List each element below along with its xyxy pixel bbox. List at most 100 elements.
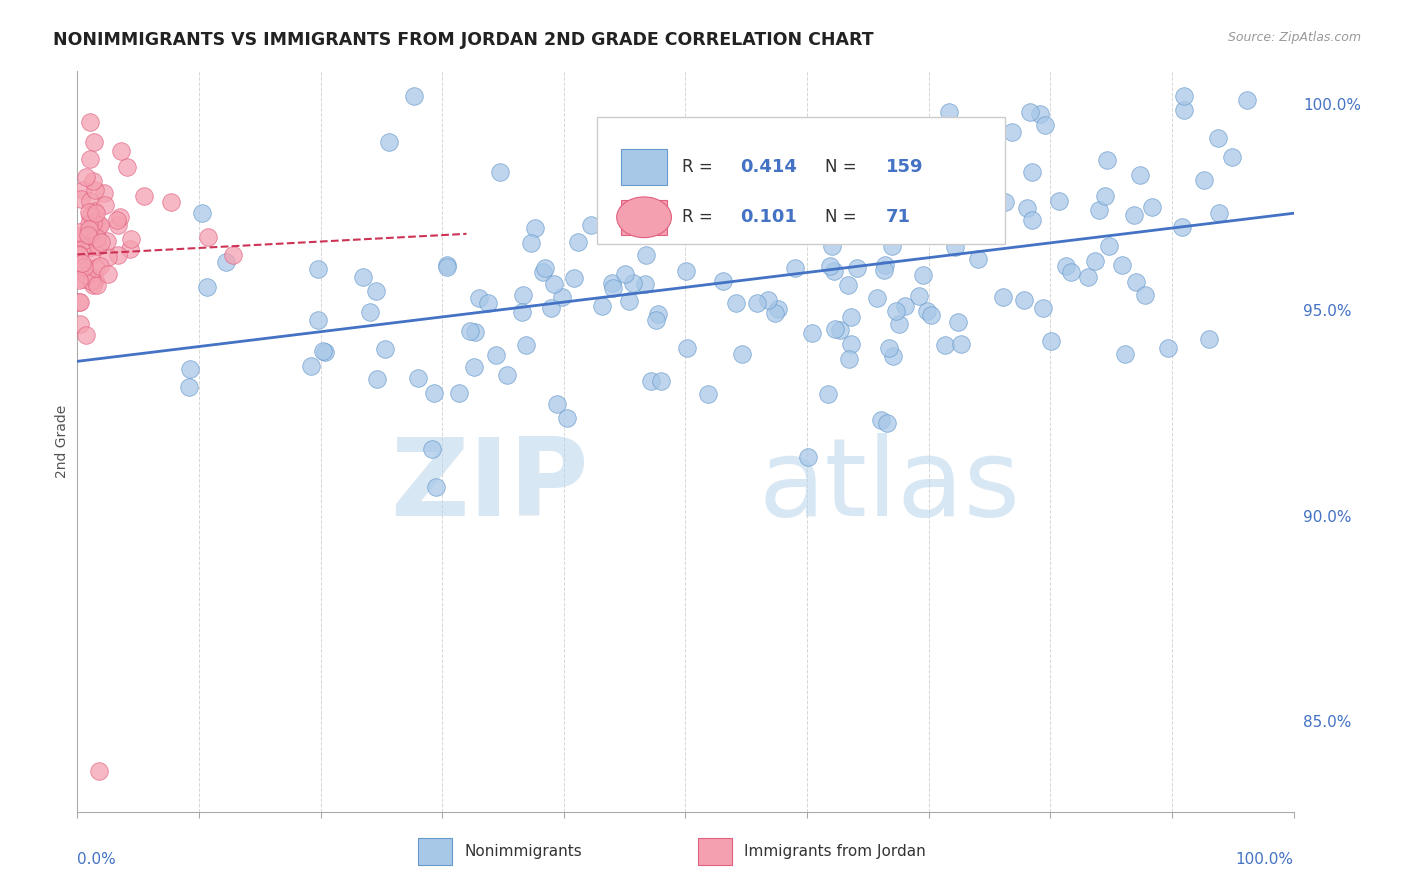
Point <box>496 368 519 382</box>
Point <box>952 171 974 186</box>
Point <box>84 216 107 230</box>
Point <box>880 239 903 253</box>
Point <box>79 194 101 208</box>
Point <box>540 301 562 315</box>
Point <box>87 219 110 233</box>
Point <box>83 213 105 227</box>
Point <box>877 341 900 355</box>
Point <box>875 259 897 273</box>
Point <box>179 361 201 376</box>
Point <box>307 313 329 327</box>
Point <box>84 273 107 287</box>
Point <box>1125 275 1147 289</box>
Point <box>67 273 90 287</box>
Point <box>84 261 107 276</box>
Text: 159: 159 <box>886 158 924 176</box>
Point <box>70 192 93 206</box>
Point <box>918 200 941 214</box>
Point <box>907 289 929 303</box>
Point <box>546 397 568 411</box>
Point <box>602 281 624 295</box>
Point <box>824 322 846 336</box>
Point <box>79 217 101 231</box>
Point <box>83 183 105 197</box>
Point <box>1220 151 1243 165</box>
Point <box>967 252 990 266</box>
Point <box>675 264 697 278</box>
Point <box>1015 202 1038 216</box>
Point <box>534 261 557 276</box>
Point <box>711 275 734 289</box>
Point <box>948 314 970 328</box>
Point <box>1097 239 1119 253</box>
Point <box>1171 220 1194 235</box>
Point <box>1021 164 1043 178</box>
Point <box>818 259 841 273</box>
Point <box>77 205 100 219</box>
Point <box>1133 288 1156 302</box>
Bar <box>621 149 668 185</box>
Point <box>1088 202 1111 217</box>
Point <box>524 221 547 235</box>
Point <box>118 243 141 257</box>
Point <box>79 153 101 167</box>
Point <box>676 341 699 355</box>
Point <box>79 209 101 223</box>
Point <box>87 239 110 253</box>
Point <box>312 344 335 359</box>
Point <box>352 270 374 285</box>
Point <box>785 260 807 275</box>
Point <box>1123 207 1146 221</box>
Point <box>766 302 789 317</box>
Point <box>108 210 131 224</box>
Point <box>1142 200 1164 214</box>
Point <box>634 248 657 262</box>
Point <box>177 380 200 394</box>
Point <box>977 192 1000 206</box>
Point <box>915 304 938 318</box>
Point <box>67 294 90 309</box>
Point <box>97 267 120 281</box>
Point <box>562 270 585 285</box>
Point <box>735 214 758 228</box>
Point <box>404 89 426 103</box>
Point <box>1208 206 1230 220</box>
Point <box>1054 260 1077 274</box>
Point <box>83 135 105 149</box>
Point <box>107 247 129 261</box>
Point <box>79 240 101 254</box>
Point <box>595 177 617 191</box>
Point <box>993 290 1015 304</box>
Point <box>519 236 541 251</box>
Point <box>378 135 401 149</box>
Point <box>1208 131 1230 145</box>
Point <box>640 374 662 388</box>
Point <box>463 360 485 375</box>
Point <box>84 204 107 219</box>
Text: ZIP: ZIP <box>389 433 588 539</box>
Point <box>89 764 111 778</box>
Point <box>804 171 827 186</box>
Text: 0.0%: 0.0% <box>77 853 117 867</box>
Bar <box>697 838 731 865</box>
Point <box>673 216 696 230</box>
Point <box>647 307 669 321</box>
Point <box>938 105 960 120</box>
Point <box>994 195 1017 210</box>
Point <box>93 186 115 200</box>
Point <box>1021 213 1043 227</box>
Point <box>731 347 754 361</box>
Point <box>374 343 396 357</box>
Point <box>817 387 839 401</box>
Text: R =: R = <box>682 209 718 227</box>
Point <box>215 255 238 269</box>
Point <box>543 277 565 291</box>
Point <box>920 308 942 322</box>
Point <box>846 260 869 275</box>
Point <box>366 372 388 386</box>
Bar <box>621 200 668 235</box>
Point <box>801 326 824 341</box>
Point <box>67 228 90 243</box>
Point <box>725 153 748 167</box>
Point <box>666 221 689 235</box>
